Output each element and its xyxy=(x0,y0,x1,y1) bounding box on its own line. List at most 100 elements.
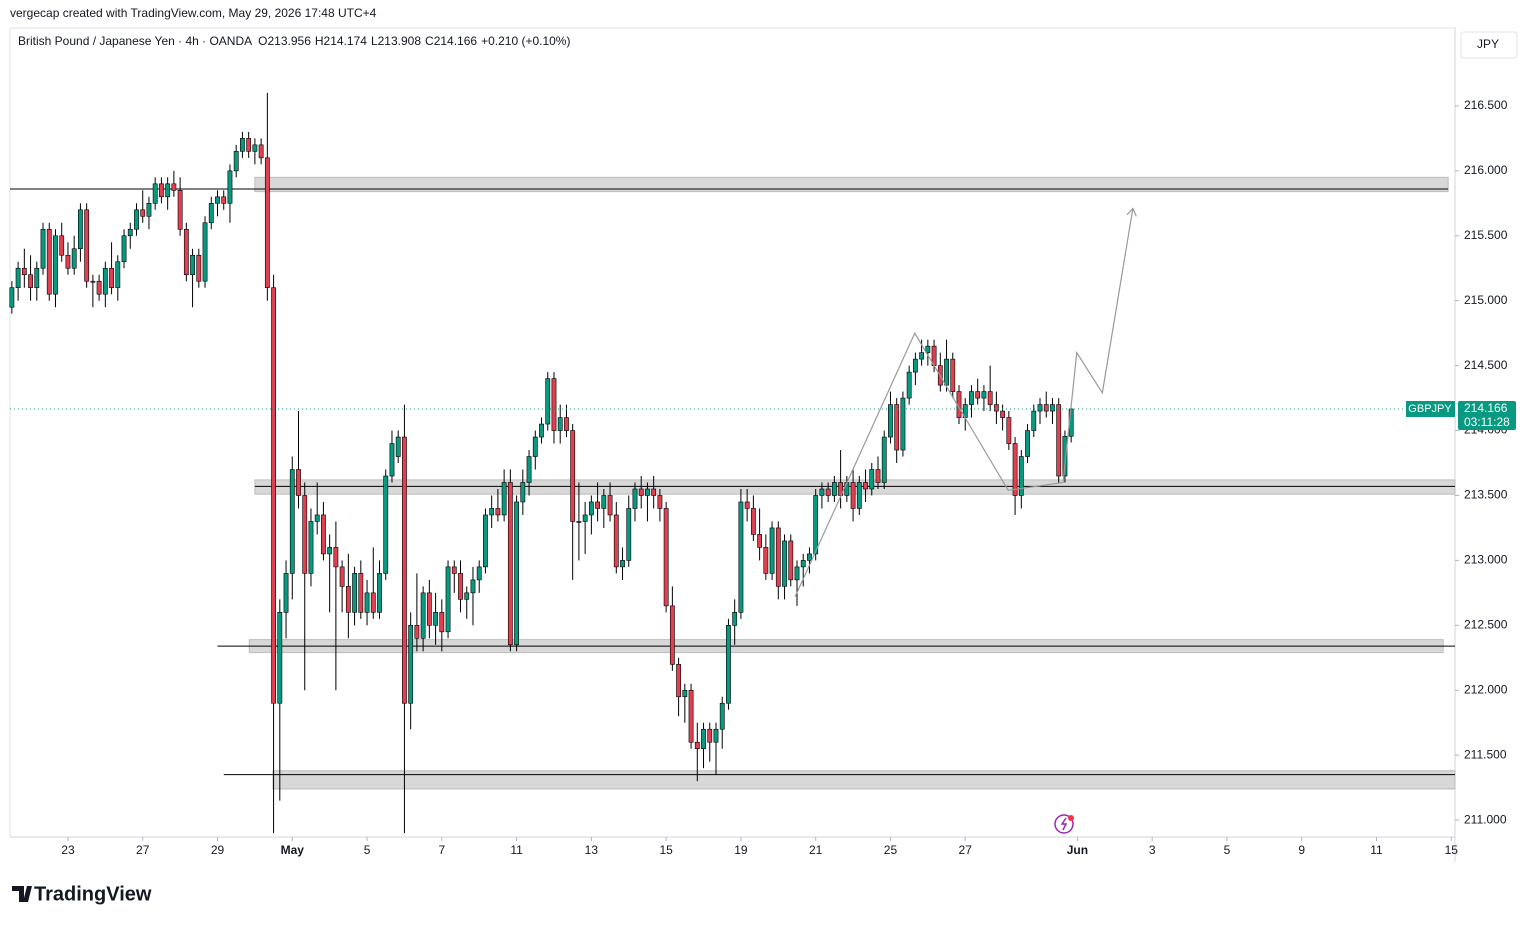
candle-body xyxy=(277,612,283,704)
y-tick-label: 216.500 xyxy=(1464,98,1508,112)
candle-body xyxy=(819,488,825,496)
x-tick-label: 27 xyxy=(959,843,973,857)
candle-body xyxy=(707,728,713,743)
y-tick-label: 212.500 xyxy=(1464,618,1508,632)
candle-body xyxy=(576,521,582,523)
candle-body xyxy=(383,475,389,574)
symbol-icon[interactable] xyxy=(1054,814,1074,834)
zone xyxy=(254,176,1449,193)
candle-body xyxy=(570,430,576,522)
symbol-label: GBPJPY xyxy=(1408,403,1452,415)
candle-body xyxy=(1062,435,1068,477)
candle-body xyxy=(264,157,270,289)
legend-ohlc-label: C xyxy=(425,34,434,48)
y-tick-label: 214.500 xyxy=(1464,358,1508,372)
candle-body xyxy=(669,605,675,665)
candle-body xyxy=(1006,417,1012,444)
candle-body xyxy=(638,488,644,496)
candle-body xyxy=(252,144,258,152)
candle-body xyxy=(227,170,233,204)
candle-body xyxy=(545,378,551,425)
candle-body xyxy=(1037,404,1043,412)
candle-body xyxy=(532,436,538,457)
candle-body xyxy=(296,469,301,496)
candle-body xyxy=(240,138,245,152)
candle-body xyxy=(21,267,27,276)
candle-body xyxy=(1056,404,1062,477)
candle-body xyxy=(476,566,482,581)
candle-body xyxy=(358,573,364,613)
candle-body xyxy=(65,254,71,269)
x-tick-label: May xyxy=(281,843,305,857)
candle-body xyxy=(451,566,457,574)
candle-body xyxy=(775,527,781,587)
legend-title: British Pound / Japanese Yen · 4h · OAND… xyxy=(18,34,252,48)
candle-body xyxy=(663,508,669,607)
candle-body xyxy=(208,203,214,224)
candle-body xyxy=(84,209,90,282)
candle-body xyxy=(626,508,632,561)
currency-box[interactable] xyxy=(1460,31,1518,59)
legend-ohlc-value: 213.908 xyxy=(378,34,422,48)
candle-body xyxy=(595,501,600,509)
candle-body xyxy=(90,280,96,283)
symbol-badge xyxy=(1406,400,1455,417)
candle-body xyxy=(831,482,837,496)
candle-body xyxy=(539,423,544,438)
x-tick-label: 23 xyxy=(61,843,75,857)
x-tick-label: 15 xyxy=(1445,843,1459,857)
candle-body xyxy=(657,495,663,509)
candle-body xyxy=(71,248,77,269)
legend: British Pound / Japanese Yen · 4h · OAND… xyxy=(18,34,570,48)
logo-text: TradingView xyxy=(34,883,152,905)
x-tick-label: 13 xyxy=(585,843,599,857)
candle-body xyxy=(364,592,370,613)
candle-body xyxy=(788,540,794,581)
candle-body xyxy=(564,417,569,431)
candle-body xyxy=(96,280,102,295)
x-tick-label: 21 xyxy=(809,843,823,857)
legend-ohlc-label: L xyxy=(371,34,378,48)
candle-body xyxy=(900,397,906,451)
x-tick-label: 19 xyxy=(734,843,748,857)
candle-body xyxy=(196,254,202,282)
candle-body xyxy=(588,501,594,516)
candle-body xyxy=(233,151,239,172)
candle-body xyxy=(177,190,183,230)
candle-body xyxy=(800,560,806,568)
candle-body xyxy=(713,728,719,743)
candle-body xyxy=(121,235,127,263)
candle-body xyxy=(221,196,227,204)
candle-body xyxy=(458,573,463,600)
y-tick-label: 216.000 xyxy=(1464,163,1508,177)
candle-body xyxy=(769,527,775,574)
candle-body xyxy=(289,469,295,574)
candle-body xyxy=(40,228,46,269)
candle-body xyxy=(645,488,650,496)
x-tick-label: 27 xyxy=(136,843,150,857)
candle-body xyxy=(856,482,862,509)
candle-body xyxy=(825,488,831,496)
candle-body xyxy=(408,625,414,704)
candle-body xyxy=(738,501,744,613)
candle-body xyxy=(9,287,15,308)
candle-body xyxy=(109,267,114,289)
candle-body xyxy=(134,209,139,230)
candle-body xyxy=(1031,410,1037,431)
candle-body xyxy=(345,586,351,613)
credit: vergecap created with TradingView.com, M… xyxy=(10,6,377,20)
candle-body xyxy=(944,358,949,386)
candle-body xyxy=(993,404,999,412)
candle-body xyxy=(844,482,850,496)
candle-body xyxy=(377,573,382,613)
candle-body xyxy=(701,728,706,749)
candle-body xyxy=(202,222,208,282)
x-tick-label: 29 xyxy=(211,843,225,857)
candle-body xyxy=(489,508,495,516)
candle-body xyxy=(894,404,900,451)
candle-body xyxy=(651,488,657,496)
candle-body xyxy=(632,488,638,509)
x-tick-label: Jun xyxy=(1067,843,1088,857)
candle-body xyxy=(507,482,513,646)
